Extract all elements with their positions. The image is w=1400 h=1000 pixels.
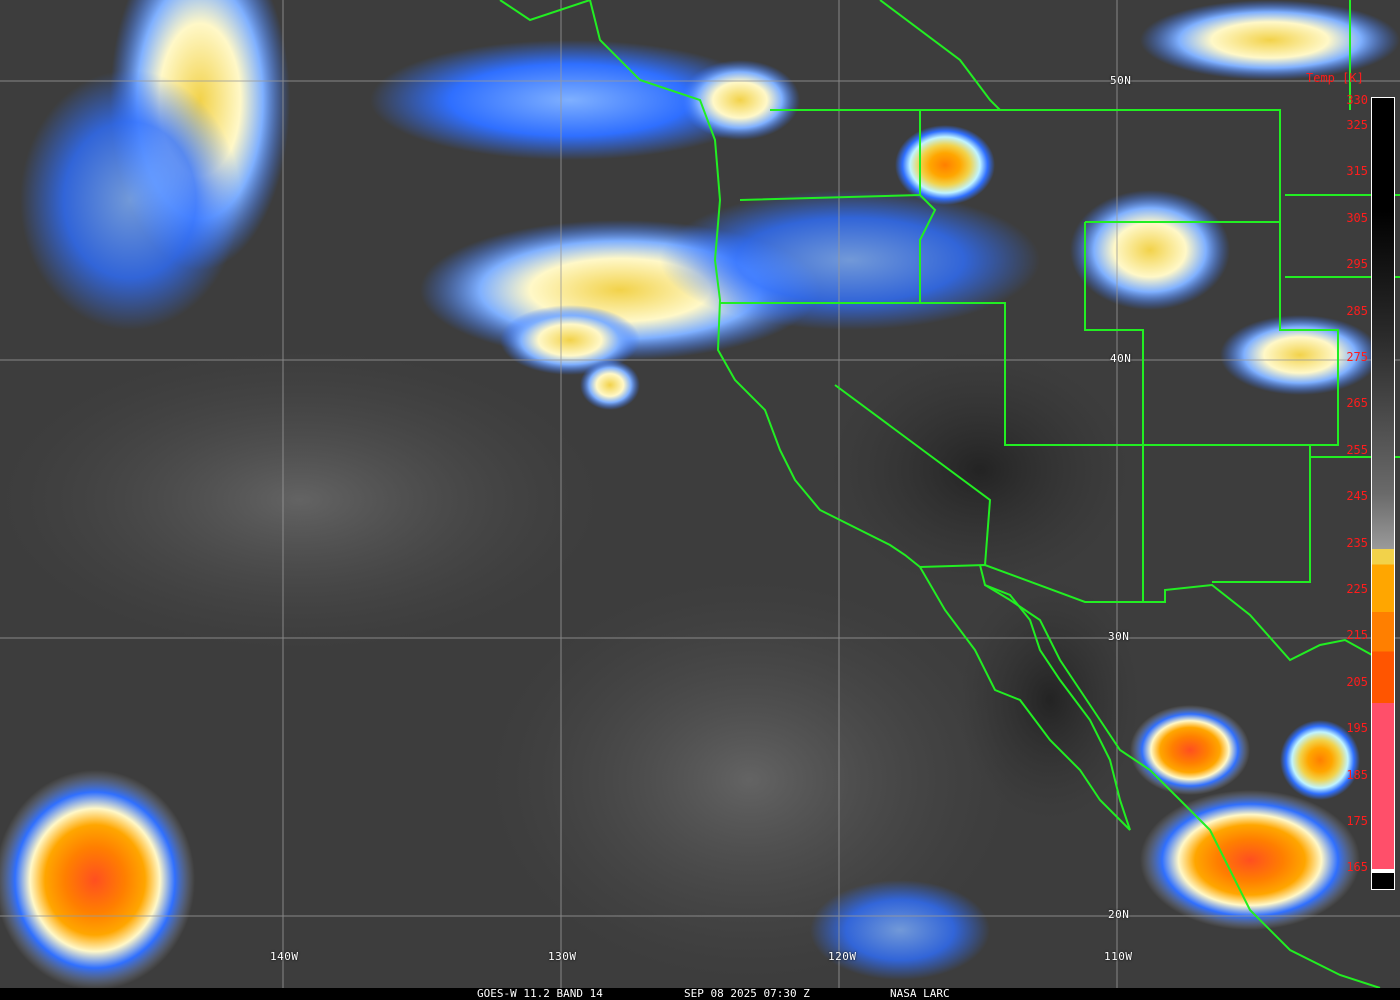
colorbar-label: 245 [1346, 489, 1368, 504]
us-mexico-border [919, 563, 1373, 662]
colorbar-label: 235 [1346, 535, 1368, 550]
colorbar-label: 225 [1346, 582, 1368, 596]
colorbar-label: 275 [1346, 350, 1368, 364]
state-border-california-nevada [834, 384, 992, 566]
lon-label-120w: 120W [828, 950, 857, 963]
colorbar-label: 265 [1346, 396, 1368, 411]
state-border-oregon-washington [739, 110, 921, 201]
lon-label-110w: 110W [1104, 950, 1133, 963]
state-borders [720, 109, 1339, 446]
state-border-north [879, 0, 1001, 111]
caption-satellite-band: GOES-W 11.2 BAND 14 [477, 987, 603, 1000]
caption-datetime: SEP 08 2025 07:30 Z [684, 987, 810, 1000]
colorbar-label: 295 [1346, 257, 1368, 272]
colorbar-label: 165 [1346, 860, 1368, 875]
coastlines-and-borders [499, 0, 1400, 988]
state-border-utah-west [1084, 222, 1144, 602]
colorbar-label: 255 [1346, 442, 1368, 457]
colorbar-label: 185 [1346, 767, 1368, 782]
state-border-idaho [919, 194, 937, 303]
lon-label-140w: 140W [270, 950, 299, 963]
colorbar-label: 175 [1346, 814, 1368, 828]
colorbar-label: 285 [1346, 303, 1368, 318]
caption-source: NASA LARC [890, 987, 950, 1000]
lat-label-50n: 50N [1110, 74, 1132, 87]
colorbar-label: 205 [1346, 674, 1368, 689]
lat-label-40n: 40N [1110, 352, 1132, 365]
colorbar-label: 325 [1346, 118, 1368, 132]
caption-bar: GOES-W 11.2 BAND 14 SEP 08 2025 07:30 Z … [0, 988, 1400, 1000]
lat-label-30n: 30N [1108, 630, 1130, 643]
coastline-mexico-mainland [984, 584, 1381, 988]
temperature-colorbar [1371, 97, 1395, 890]
lon-label-130w: 130W [548, 950, 577, 963]
coastline-west [499, 0, 1131, 831]
colorbar-label: 195 [1346, 721, 1368, 736]
colorbar-label: 215 [1346, 628, 1368, 643]
lat-label-20n: 20N [1108, 908, 1130, 921]
colorbar-title: Temp [K] [1306, 71, 1364, 85]
colorbar-label: 315 [1346, 164, 1368, 179]
colorbar-label: 305 [1346, 210, 1368, 225]
state-border-new-mexico [1212, 445, 1311, 583]
colorbar-label: 330 [1346, 93, 1368, 107]
